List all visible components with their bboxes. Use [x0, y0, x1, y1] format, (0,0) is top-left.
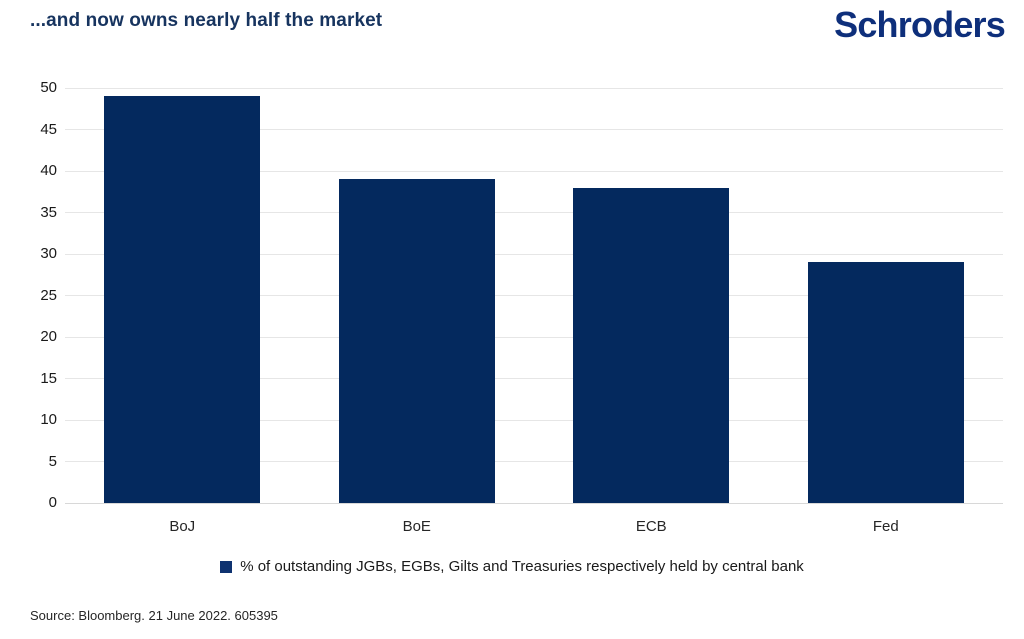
bar-ECB [573, 187, 730, 503]
y-tick-label-10: 10 [40, 411, 57, 428]
y-tick-label-5: 5 [48, 452, 57, 470]
gridline-40 [65, 170, 1003, 172]
source-note: Source: Bloomberg. 21 June 2022. 605395 [30, 608, 278, 623]
bar-BoE [338, 179, 495, 503]
bar-Fed [807, 262, 964, 503]
x-tick-label-BoJ: BoJ [169, 518, 196, 535]
gridline-10 [65, 419, 1003, 421]
gridline-5 [65, 461, 1003, 462]
x-tick-label-BoE: BoE [402, 518, 431, 535]
gridline-35 [65, 212, 1003, 213]
chart-legend: % of outstanding JGBs, EGBs, Gilts and T… [0, 558, 1024, 575]
gridline-45 [65, 129, 1003, 130]
x-tick-label-Fed: Fed [872, 518, 899, 535]
y-tick-label-0: 0 [48, 494, 57, 511]
bar-BoJ [104, 96, 261, 503]
legend-swatch-icon [220, 561, 233, 573]
schroders-logo: Schroders [834, 4, 1006, 45]
chart-title: ...and now owns nearly half the market [30, 10, 383, 31]
y-tick-label-40: 40 [40, 162, 57, 179]
y-tick-label-15: 15 [40, 369, 57, 387]
y-tick-label-25: 25 [40, 286, 57, 304]
x-tick-label-ECB: ECB [635, 518, 667, 535]
gridline-20 [65, 336, 1003, 338]
gridline-25 [65, 295, 1003, 296]
gridline-15 [65, 378, 1003, 379]
y-tick-label-20: 20 [40, 328, 57, 345]
gridline-30 [65, 253, 1003, 255]
y-tick-label-30: 30 [40, 245, 57, 262]
legend-label: % of outstanding JGBs, EGBs, Gilts and T… [240, 558, 804, 575]
gridline-50 [65, 87, 1003, 89]
gridline-0 [65, 502, 1003, 504]
y-tick-label-35: 35 [40, 203, 57, 221]
bar-chart-plot-area [65, 87, 1003, 504]
y-tick-label-50: 50 [40, 79, 57, 96]
y-tick-label-45: 45 [40, 120, 57, 138]
